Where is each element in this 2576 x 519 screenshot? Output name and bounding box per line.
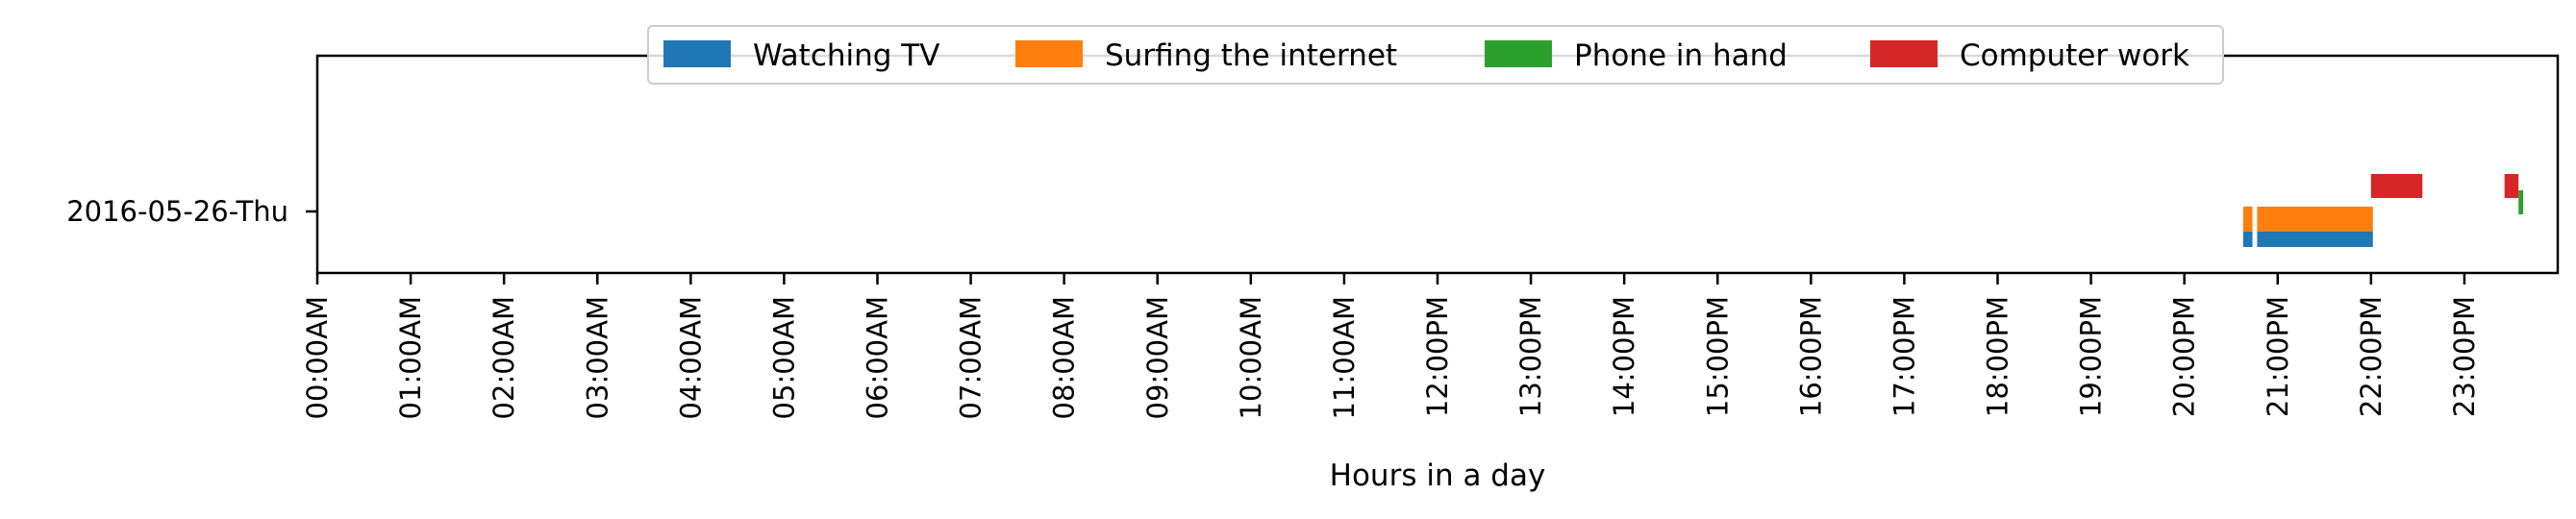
x-tick-label: 09:00AM [1141, 296, 1174, 419]
x-tick-label: 18:00PM [1982, 296, 2014, 417]
x-axis: 00:00AM 01:00AM 02:00AM 03:00AM 04:00AM 05:00… [301, 273, 2481, 419]
legend-label: Computer work [1960, 38, 2189, 73]
legend-swatch [1870, 40, 1938, 67]
bar-marks [2242, 174, 2524, 247]
x-tick-label: 23:00PM [2448, 296, 2481, 417]
x-tick-label: 21:00PM [2262, 296, 2294, 417]
x-tick-label: 05:00AM [767, 296, 800, 419]
plot-area-frame [315, 54, 2560, 275]
x-tick-label: 03:00AM [581, 296, 613, 419]
legend-label: Watching TV [753, 38, 939, 73]
x-tick-label: 22:00PM [2355, 296, 2388, 417]
x-tick-label: 08:00AM [1048, 296, 1081, 419]
x-tick-label: 14:00PM [1608, 296, 1640, 417]
bar-phone-in-hand-0 [2518, 190, 2524, 214]
bar-computer-work-0 [2370, 174, 2423, 198]
x-tick-label: 13:00PM [1514, 296, 1547, 417]
legend: Watching TV Surfing the internet Phone in … [647, 25, 2224, 85]
x-tick-label: 02:00AM [488, 296, 520, 419]
x-axis-label: Hours in a day [1330, 458, 1546, 493]
legend-swatch [663, 40, 731, 67]
y-axis: 2016-05-26-Thu [66, 195, 317, 228]
bar-surfing-the-internet-0 [2242, 207, 2253, 232]
x-tick-label: 20:00PM [2168, 296, 2201, 417]
x-tick-label: 07:00AM [955, 296, 988, 419]
bar-watching-tv-0 [2242, 231, 2253, 247]
y-tick-label: 2016-05-26-Thu [66, 195, 288, 228]
bar-computer-work-1 [2504, 174, 2519, 198]
x-tick-label: 04:00AM [674, 296, 707, 419]
x-tick-label: 12:00PM [1421, 296, 1454, 417]
bar-surfing-the-internet-1 [2257, 207, 2373, 232]
bar-watching-tv-1 [2257, 231, 2373, 247]
x-tick-label: 11:00AM [1328, 296, 1361, 419]
legend-swatch [1485, 40, 1552, 67]
x-tick-label: 01:00AM [394, 296, 427, 419]
x-tick-label: 19:00PM [2075, 296, 2108, 417]
x-tick-label: 16:00PM [1794, 296, 1827, 417]
legend-swatch [1015, 40, 1083, 67]
legend-label: Phone in hand [1574, 38, 1788, 73]
x-tick-label: 15:00PM [1701, 296, 1734, 417]
x-tick-label: 17:00PM [1888, 296, 1920, 417]
x-tick-label: 06:00AM [862, 296, 894, 419]
x-tick-label: 10:00AM [1235, 296, 1267, 419]
legend-label: Surfing the internet [1105, 38, 1397, 73]
x-tick-label: 00:00AM [301, 296, 334, 419]
